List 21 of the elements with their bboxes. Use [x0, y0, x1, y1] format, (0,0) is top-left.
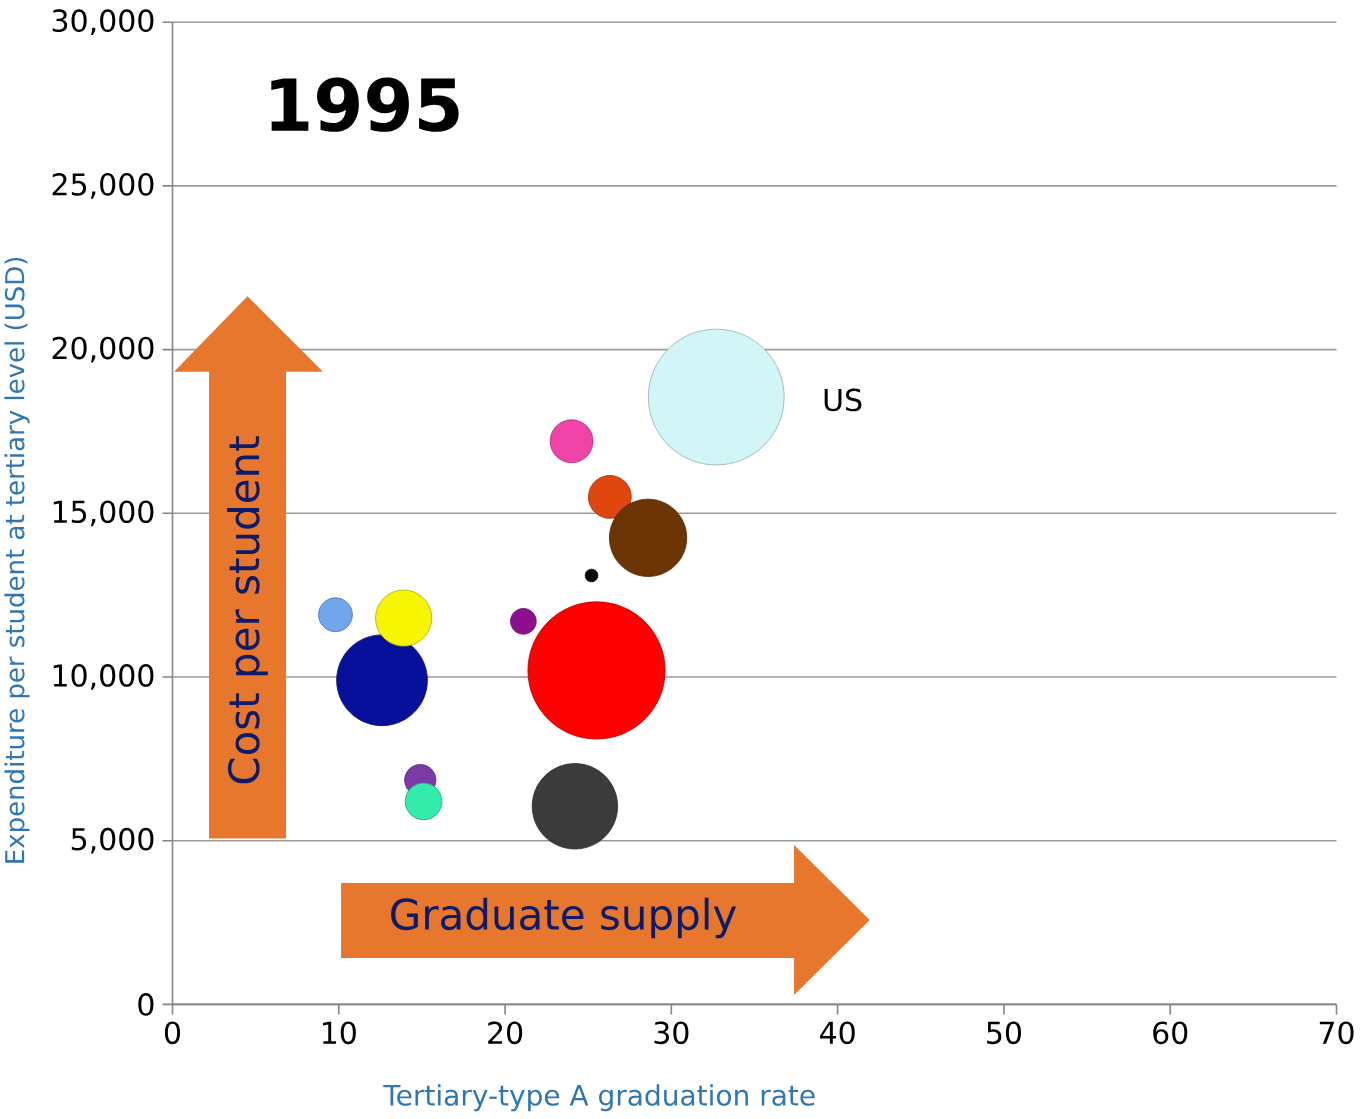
- y-tick-label: 0: [138, 993, 154, 1016]
- annotation: US: [824, 388, 862, 412]
- y-tick-label: 25,000: [52, 173, 154, 199]
- x-tick-label: 60: [1153, 1021, 1188, 1045]
- x-tick-label: 0: [164, 1021, 181, 1045]
- y-tick-label: 10,000: [53, 664, 154, 690]
- y-tick-label: 30,000: [52, 9, 154, 36]
- y-axis-title: Expenditure per student at tertiary level (USD): [4, 257, 30, 863]
- x-tick-label: 70: [1319, 1021, 1354, 1045]
- x-tick-label: 50: [987, 1021, 1022, 1045]
- x-tick-label: 20: [488, 1021, 523, 1045]
- y-tick-label: 5,000: [71, 827, 154, 854]
- x-axis-title: Tertiary-type A graduation rate: [383, 1084, 815, 1112]
- text: 1995: [271, 77, 459, 132]
- x-tick-label: 10: [323, 1021, 356, 1045]
- x-tick-label: 30: [654, 1021, 689, 1045]
- y-tick-label: 20,000: [52, 336, 154, 363]
- annotation: Graduate supply: [391, 897, 737, 939]
- annotation: Cost per student: [227, 436, 268, 784]
- y-tick-label: 15,000: [53, 500, 154, 527]
- x-tick-label: 40: [820, 1021, 855, 1045]
